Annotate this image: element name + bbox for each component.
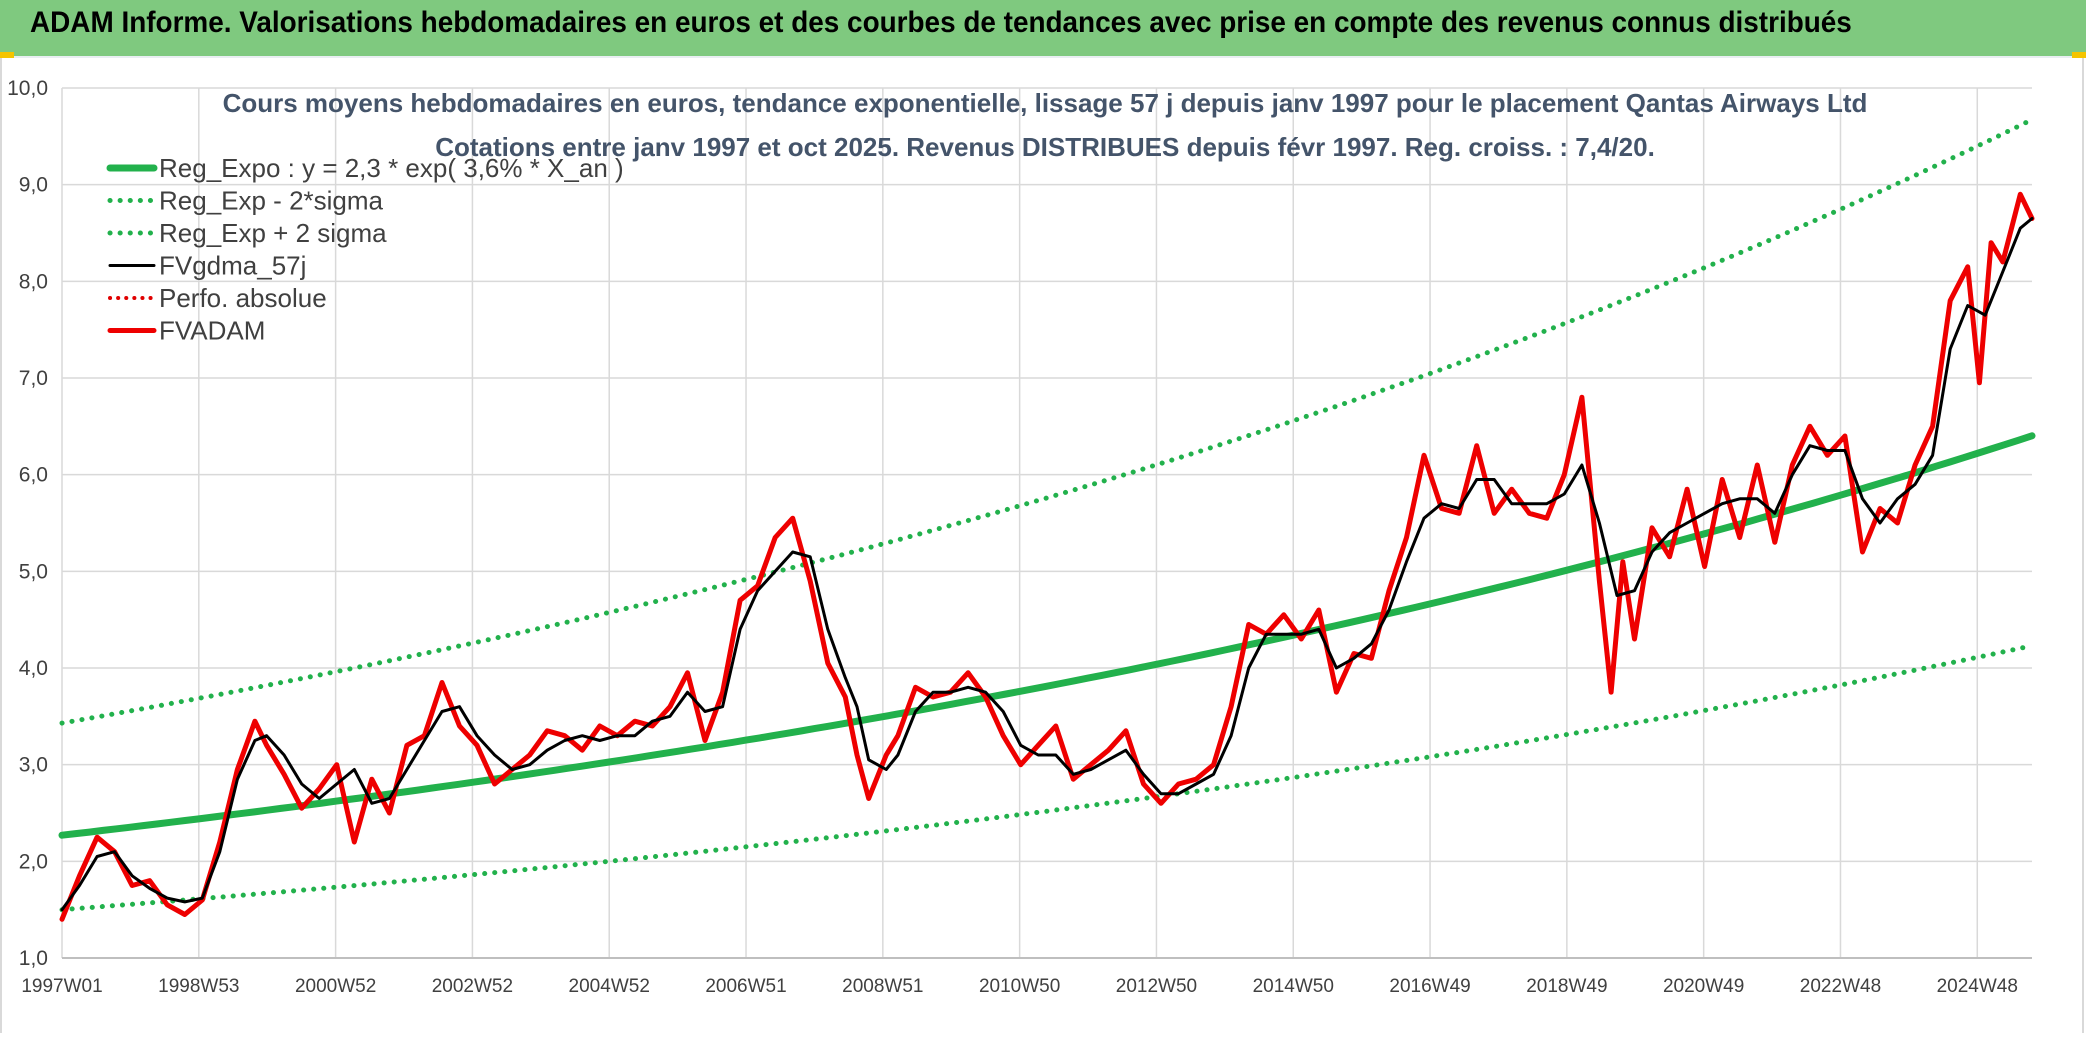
- y-tick-label: 6,0: [19, 464, 48, 487]
- y-tick-label: 7,0: [19, 367, 48, 390]
- x-tick-label: 2008W51: [842, 976, 923, 997]
- legend-label: FVADAM: [159, 316, 265, 346]
- corner-marker-right: [2072, 52, 2086, 58]
- series-line-reg_expo: [58, 432, 2036, 839]
- chart-frame: 1,0 2,0 3,0 4,0 5,0 6,0 7,0 8,0 9,0 10,0 1997W01 19…: [0, 58, 2084, 1033]
- series-line-reg_exp: [59, 117, 2035, 726]
- legend: Reg_Expo : y = 2,3 * exp( 3,6% * X_an )R…: [106, 153, 624, 346]
- x-tick-label: 2000W52: [295, 976, 376, 997]
- report-banner: ADAM Informe. Valorisations hebdomadaire…: [0, 0, 2086, 58]
- line-chart: 1,0 2,0 3,0 4,0 5,0 6,0 7,0 8,0 9,0 10,0 1997W01 19…: [7, 77, 2036, 997]
- x-tick-label: 2010W50: [979, 976, 1060, 997]
- corner-marker-left: [0, 52, 14, 58]
- x-tick-label: 2014W50: [1253, 976, 1334, 997]
- chart-title: Cours moyens hebdomadaires en euros, ten…: [223, 88, 1868, 118]
- legend-label: Perfo. absolue: [159, 283, 327, 313]
- x-tick-label: 2006W51: [705, 976, 786, 997]
- y-tick-label: 1,0: [19, 947, 48, 970]
- y-tick-label: 3,0: [19, 754, 48, 777]
- chart-subtitle: Cotations entre janv 1997 et oct 2025. R…: [435, 132, 1655, 162]
- axes: 1,0 2,0 3,0 4,0 5,0 6,0 7,0 8,0 9,0 10,0 1997W01 19…: [7, 77, 2032, 997]
- x-tick-label: 2016W49: [1389, 976, 1470, 997]
- series-line-reg_exp: [59, 643, 2035, 913]
- x-tick-label: 1997W01: [21, 976, 102, 997]
- legend-label: Reg_Exp - 2*sigma: [159, 186, 384, 216]
- legend-label: FVgdma_57j: [159, 251, 306, 281]
- y-tick-label: 4,0: [19, 657, 48, 680]
- y-tick-label: 8,0: [19, 270, 48, 293]
- x-tick-label: 2024W48: [1937, 976, 2018, 997]
- y-tick-label: 9,0: [19, 174, 48, 197]
- y-tick-label: 10,0: [7, 77, 48, 100]
- x-tick-label: 2004W52: [569, 976, 650, 997]
- legend-label: Reg_Exp + 2 sigma: [159, 218, 387, 248]
- x-tick-label: 1998W53: [158, 976, 239, 997]
- plot-area: [58, 117, 2036, 922]
- x-tick-label: 2022W48: [1800, 976, 1881, 997]
- report-title: ADAM Informe. Valorisations hebdomadaire…: [30, 6, 1852, 39]
- x-tick-label: 2020W49: [1663, 976, 1744, 997]
- series-line-fvgdma_57j: [60, 217, 2034, 912]
- y-tick-label: 2,0: [19, 850, 48, 873]
- y-tick-label: 5,0: [19, 560, 48, 583]
- x-tick-label: 2018W49: [1526, 976, 1607, 997]
- x-tick-label: 2012W50: [1116, 976, 1197, 997]
- grid: [61, 87, 2032, 959]
- x-tick-label: 2002W52: [432, 976, 513, 997]
- legend-label: Reg_Expo : y = 2,3 * exp( 3,6% * X_an ): [159, 153, 624, 183]
